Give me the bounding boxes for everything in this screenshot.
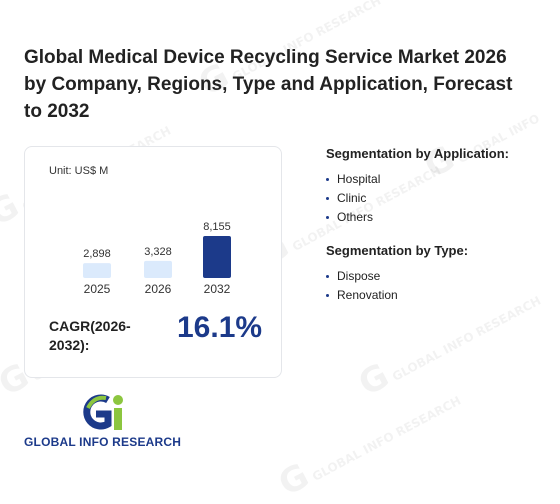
segment-list-application: Hospital Clinic Others [326, 170, 380, 227]
category-label-2025: 2025 [84, 282, 111, 296]
cagr-label: CAGR(2026-2032): [49, 318, 131, 353]
list-item: Renovation [326, 286, 398, 305]
value-label-2032: 8,155 [203, 221, 231, 233]
bar-chart: 2,898 2025 3,328 2026 8,155 2032 [83, 221, 231, 296]
category-label-2026: 2026 [145, 282, 172, 296]
chart-card: Unit: US$ M 2,898 2025 3,328 2026 8,155 2032 … [24, 146, 282, 378]
logo-text: GLOBAL INFO RESEARCH [24, 435, 182, 449]
list-item: Dispose [326, 267, 398, 286]
list-item: Clinic [326, 189, 380, 208]
list-item: Others [326, 208, 380, 227]
list-item: Hospital [326, 170, 380, 189]
watermark: G GLOBAL INFO RESEARCH [272, 393, 464, 504]
bar-2026 [144, 260, 172, 278]
category-label-2032: 2032 [204, 282, 231, 296]
cagr-value: 16.1% [177, 311, 263, 344]
segment-title-application: Segmentation by Application: [326, 146, 509, 161]
segment-list-type: Dispose Renovation [326, 267, 398, 305]
bar-2025 [83, 263, 111, 278]
page-title: Global Medical Device Recycling Service … [24, 47, 513, 122]
value-label-2026: 3,328 [144, 246, 172, 258]
bar-2032 [203, 236, 231, 278]
value-label-2025: 2,898 [83, 248, 111, 260]
unit-label: Unit: US$ M [49, 165, 109, 177]
segment-title-type: Segmentation by Type: [326, 243, 469, 258]
company-logo [83, 394, 123, 430]
